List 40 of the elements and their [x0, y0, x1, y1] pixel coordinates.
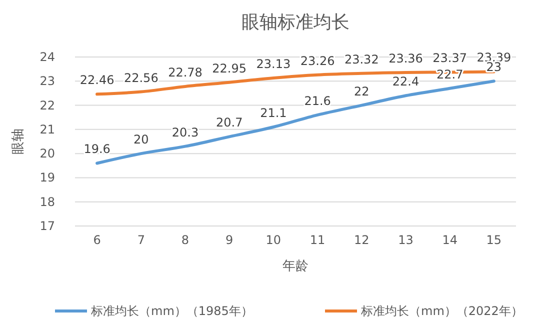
- data-label: 22.56: [124, 70, 158, 85]
- data-label: 23.36: [388, 51, 423, 66]
- y-tick-label: 23: [40, 74, 55, 88]
- y-tick-label: 21: [40, 122, 55, 136]
- x-tick-label: 15: [486, 233, 502, 247]
- legend-label: 标准均长（mm）（1985年）: [90, 304, 253, 318]
- data-label: 22.46: [80, 73, 114, 88]
- y-tick-label: 20: [40, 146, 55, 161]
- y-tick-label: 17: [40, 219, 55, 233]
- x-axis-title: 年龄: [282, 259, 308, 274]
- x-tick-label: 7: [137, 233, 145, 247]
- x-tick-label: 6: [93, 233, 101, 247]
- y-axis-title: 眼轴: [11, 128, 26, 154]
- data-label: 22: [354, 84, 370, 98]
- x-tick-label: 12: [354, 233, 370, 247]
- x-tick-label: 8: [181, 233, 190, 247]
- data-label: 21.1: [260, 106, 287, 120]
- data-label: 23.32: [344, 52, 379, 66]
- x-tick-label: 9: [226, 233, 234, 247]
- data-label: 21.6: [304, 94, 331, 108]
- data-label: 20: [134, 132, 149, 147]
- y-tick-label: 19: [40, 170, 55, 185]
- data-label: 22.4: [392, 74, 420, 89]
- data-label: 23.13: [256, 57, 291, 72]
- y-tick-label: 24: [40, 50, 55, 64]
- data-label: 22.95: [212, 61, 247, 76]
- x-tick-label: 13: [398, 233, 414, 247]
- data-label: 23.26: [300, 54, 335, 68]
- y-tick-label: 18: [40, 194, 55, 209]
- chart-title: 眼轴标准均长: [242, 12, 350, 33]
- data-label: 19.6: [84, 142, 110, 156]
- y-tick-label: 22: [40, 98, 55, 112]
- x-tick-label: 11: [310, 233, 326, 247]
- data-label: 20.3: [172, 125, 199, 140]
- data-label: 20.7: [216, 116, 243, 130]
- data-label: 22.78: [168, 65, 202, 80]
- data-label: 23.37: [432, 51, 468, 66]
- x-tick-label: 10: [266, 233, 282, 247]
- legend-label: 标准均长（mm）（2022年）: [360, 304, 523, 318]
- x-tick-label: 14: [442, 233, 458, 247]
